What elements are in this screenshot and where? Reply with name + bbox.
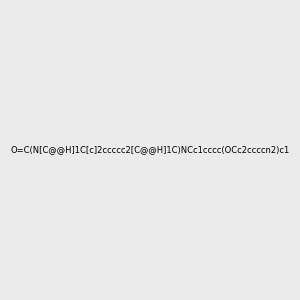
Text: O=C(N[C@@H]1C[c]2ccccc2[C@@H]1C)NCc1cccc(OCc2ccccn2)c1: O=C(N[C@@H]1C[c]2ccccc2[C@@H]1C)NCc1cccc… xyxy=(11,146,290,154)
